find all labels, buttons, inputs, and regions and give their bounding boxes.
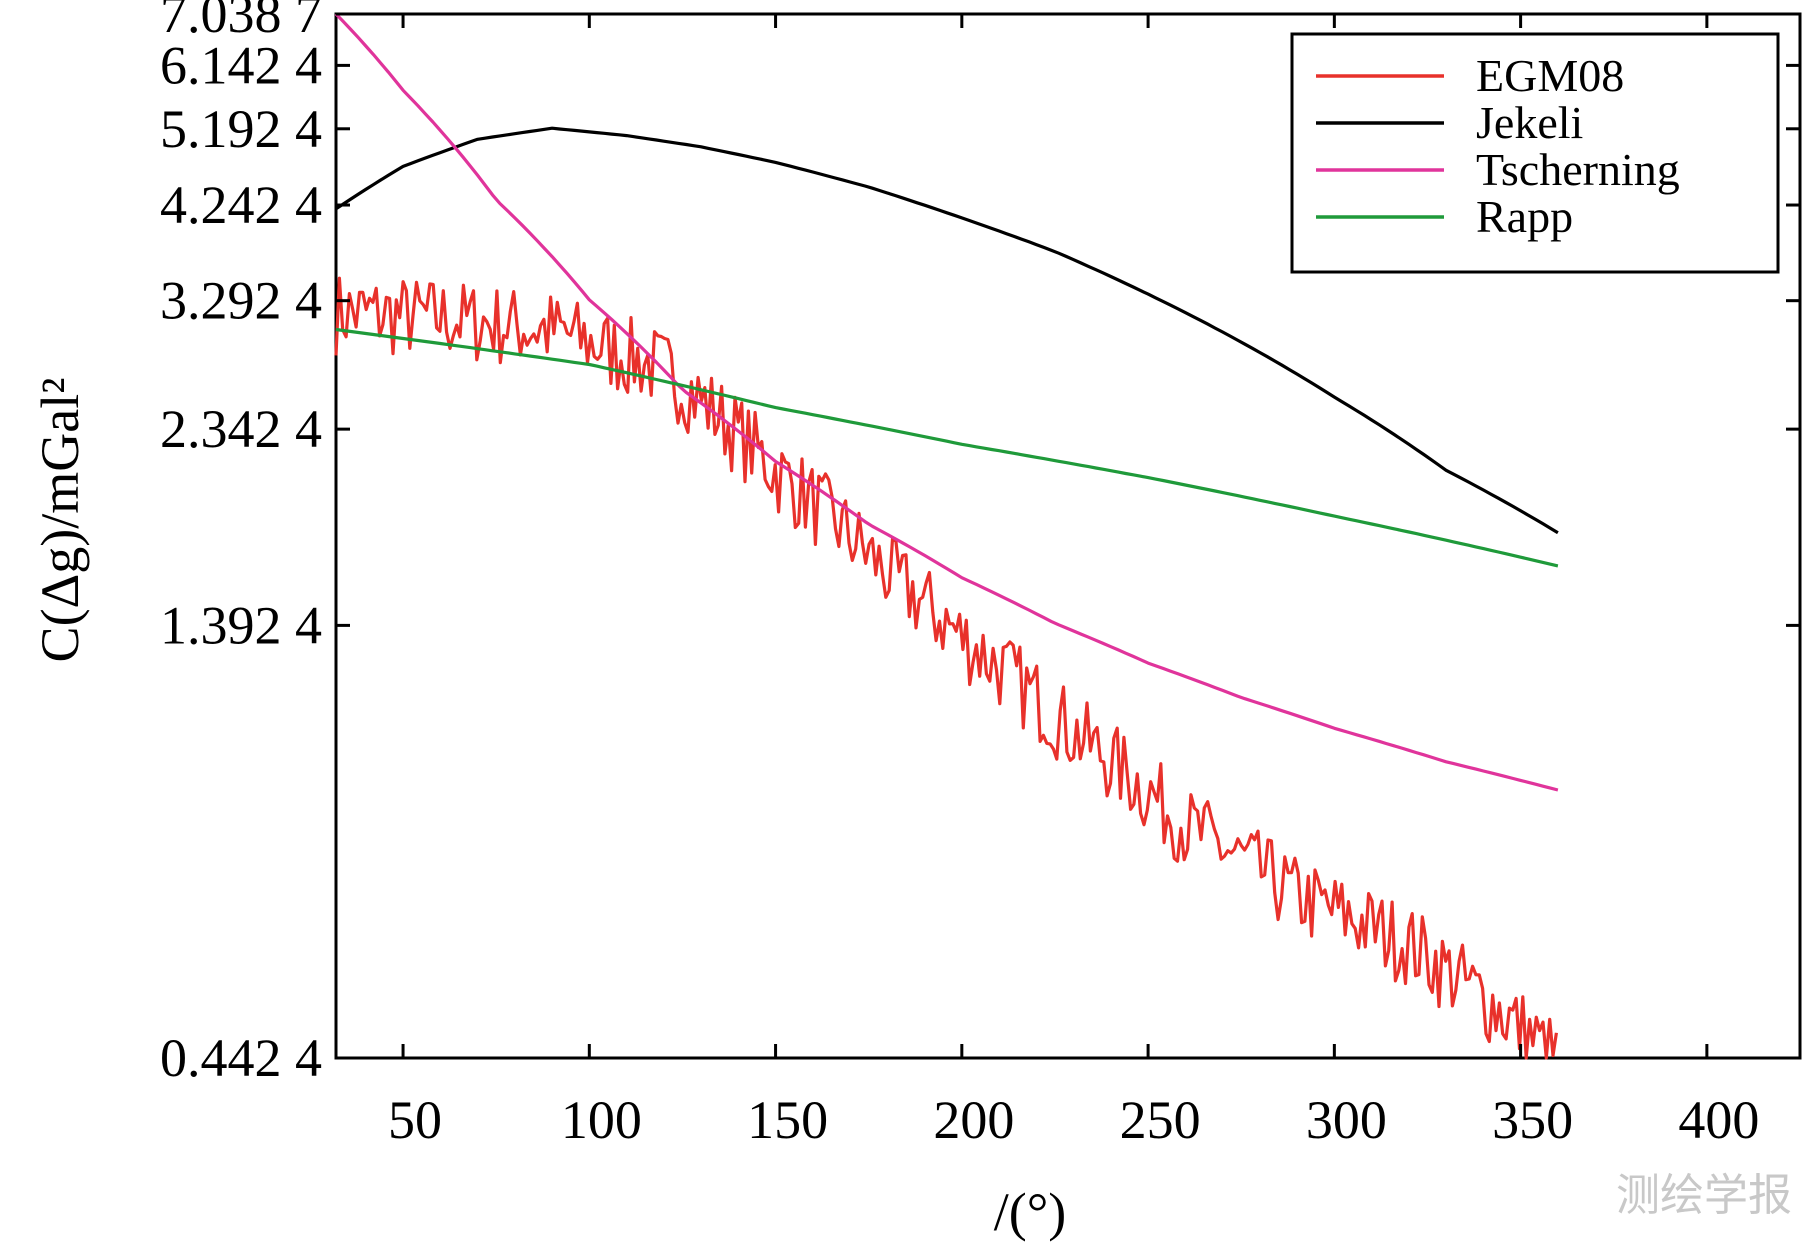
y-axis-title-group: C(Δg)/mGal² xyxy=(30,378,90,663)
legend-label-rapp: Rapp xyxy=(1476,191,1573,242)
y-tick-label: 2.342 4 xyxy=(160,399,322,459)
y-tick-label: 0.442 4 xyxy=(160,1028,322,1088)
y-tick-label: 5.192 4 xyxy=(160,99,322,159)
series-line-egm08 xyxy=(334,276,1558,1060)
legend-label-jekeli: Jekeli xyxy=(1476,97,1583,148)
plot-area xyxy=(334,12,1802,1060)
x-tick-label: 400 xyxy=(1678,1090,1759,1150)
x-axis-title-group: /(°) xyxy=(994,1182,1067,1242)
plot-frame xyxy=(334,12,1802,1060)
x-axis-title: /(°) xyxy=(994,1182,1067,1242)
y-axis-title: C(Δg)/mGal² xyxy=(30,378,90,663)
x-axis: 50 100 150 200 250 300 350 400 xyxy=(388,14,1759,1150)
y-tick-label: 4.242 4 xyxy=(160,175,322,235)
watermark: 测绘学报 xyxy=(1616,1170,1792,1221)
legend-box xyxy=(1290,32,1780,274)
x-tick-label: 50 xyxy=(388,1090,442,1150)
legend-label-egm08: EGM08 xyxy=(1476,50,1624,101)
series-layer xyxy=(334,12,1559,1060)
series-line-rapp xyxy=(335,327,1559,568)
y-axis: 0.442 4 1.392 4 2.342 4 3.292 4 4.242 4 5.192… xyxy=(160,0,1800,1088)
x-tick-label: 250 xyxy=(1120,1090,1201,1150)
x-tick-label: 200 xyxy=(933,1090,1014,1150)
x-tick-label: 300 xyxy=(1306,1090,1387,1150)
y-tick-label: 1.392 4 xyxy=(160,595,322,655)
x-tick-label: 350 xyxy=(1492,1090,1573,1150)
series-line-tscherning xyxy=(334,12,1559,792)
y-tick-label: 6.142 4 xyxy=(160,35,322,95)
x-tick-label: 100 xyxy=(561,1090,642,1150)
legend-label-tscherning: Tscherning xyxy=(1476,144,1680,195)
x-tick-label: 150 xyxy=(747,1090,828,1150)
y-tick-label: 3.292 4 xyxy=(160,271,322,331)
y-tick-label: 7.038 7 xyxy=(160,0,322,44)
series-line-jekeli xyxy=(335,126,1559,535)
